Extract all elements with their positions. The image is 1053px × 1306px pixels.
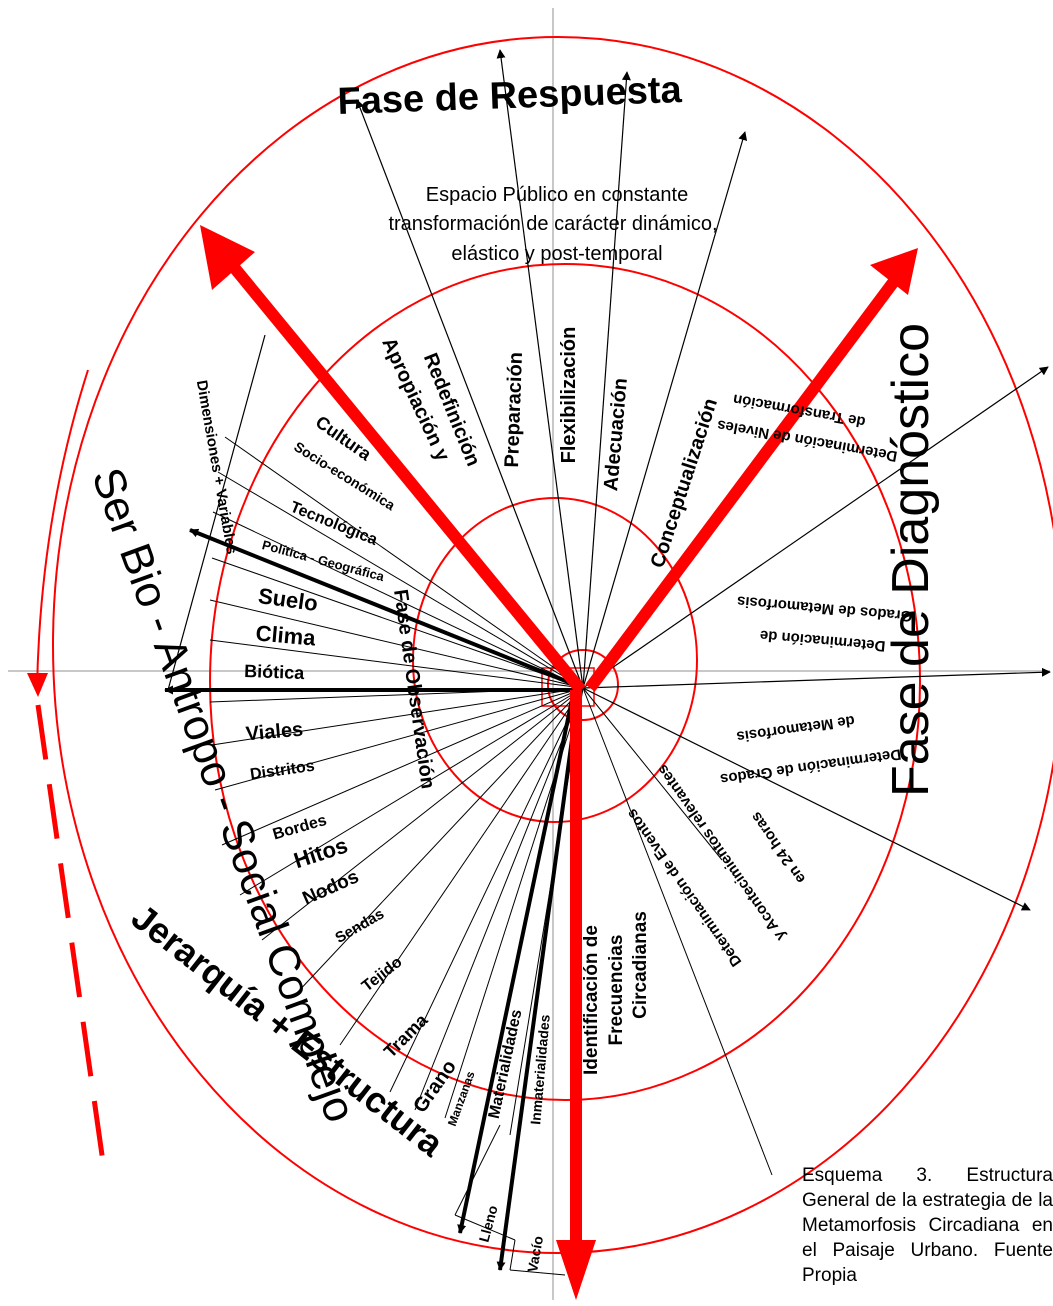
structure-label-hitos: Hitos [291, 832, 351, 873]
core-ellipse [547, 649, 619, 721]
dimension-label-clima: Clima [255, 620, 318, 650]
diagnostic-label-1b: Determinación de Niveles [716, 416, 899, 464]
structure-label-nodos: Nodos [299, 866, 362, 909]
diagnostic-label-4b: y Acontecimientos relevantes [654, 761, 789, 944]
middle-ellipse [209, 263, 921, 1101]
thin-arrows [167, 49, 1051, 911]
spiral-arrow-head [27, 673, 48, 697]
dimensions-title: Dimensiones + Variables [193, 379, 240, 556]
dimension-arrow [189, 528, 584, 690]
structure-label-distritos: Distritos [249, 758, 316, 784]
structure-label-bordes: Bordes [271, 812, 329, 844]
center-text-line-2: transformación de carácter dinámico, [388, 213, 717, 235]
dashed-continuation [35, 704, 106, 1163]
response-label-adecuacion: Adecuación [600, 377, 632, 492]
frequency-label-1: Identificación de [581, 925, 602, 1075]
structure-label-trama: Trama [380, 1009, 432, 1061]
thick-black-arrows [164, 528, 584, 1271]
diagnostic-label-4a: en 24 horas [747, 809, 809, 887]
diagnostic-label-3b: Determinación de Grados [719, 745, 902, 787]
center-text-line-1: Espacio Público en constante [426, 184, 688, 206]
structure-label-materialidades: Materialidades [486, 1008, 526, 1120]
lleno-arrow [457, 694, 575, 1234]
diagnostic-label-2b: Determinación de [759, 627, 886, 655]
diagnostic-phase-title: Fase de Diagnóstico [882, 323, 940, 797]
response-label-flexibilizacion: Flexibilización [558, 327, 580, 464]
dimension-label-tecnologica: Tecnológica [288, 499, 380, 549]
structure-label-tejido: Tejido [359, 953, 406, 995]
frequency-label-3: Circadianas [630, 911, 651, 1019]
vacio-arrow [496, 694, 580, 1271]
response-phase-title: Fase de Respuesta [337, 69, 683, 123]
figure-caption: Esquema 3. Estructura General de la estr… [802, 1165, 1053, 1286]
dimension-label-suelo: Suelo [257, 583, 320, 616]
inner-ellipse [412, 497, 698, 823]
spiral-arc [36, 369, 89, 691]
response-label-conceptualizacion: Conceptualización [647, 396, 723, 571]
center-text-line-3: elástico y post-temporal [451, 243, 662, 265]
red-arrow-diagnostic [585, 276, 900, 692]
thick-red-arrows [200, 225, 918, 1300]
red-arrow-response [223, 256, 586, 694]
structure-label-sendas: Sendas [332, 905, 387, 946]
structure-label-vacio: Vacío [524, 1235, 546, 1274]
outer-ellipse [52, 36, 1053, 1254]
response-label-preparacion: Preparación [501, 352, 527, 468]
frequency-label-2: Frecuencias [606, 935, 627, 1046]
dimension-label-biotica: Biótica [244, 661, 306, 683]
structure-label-viales: Viales [245, 719, 304, 746]
diagnostic-label-3a: de Metamorfosis [735, 712, 855, 745]
structure-label-lleno: Lleno [476, 1204, 501, 1244]
